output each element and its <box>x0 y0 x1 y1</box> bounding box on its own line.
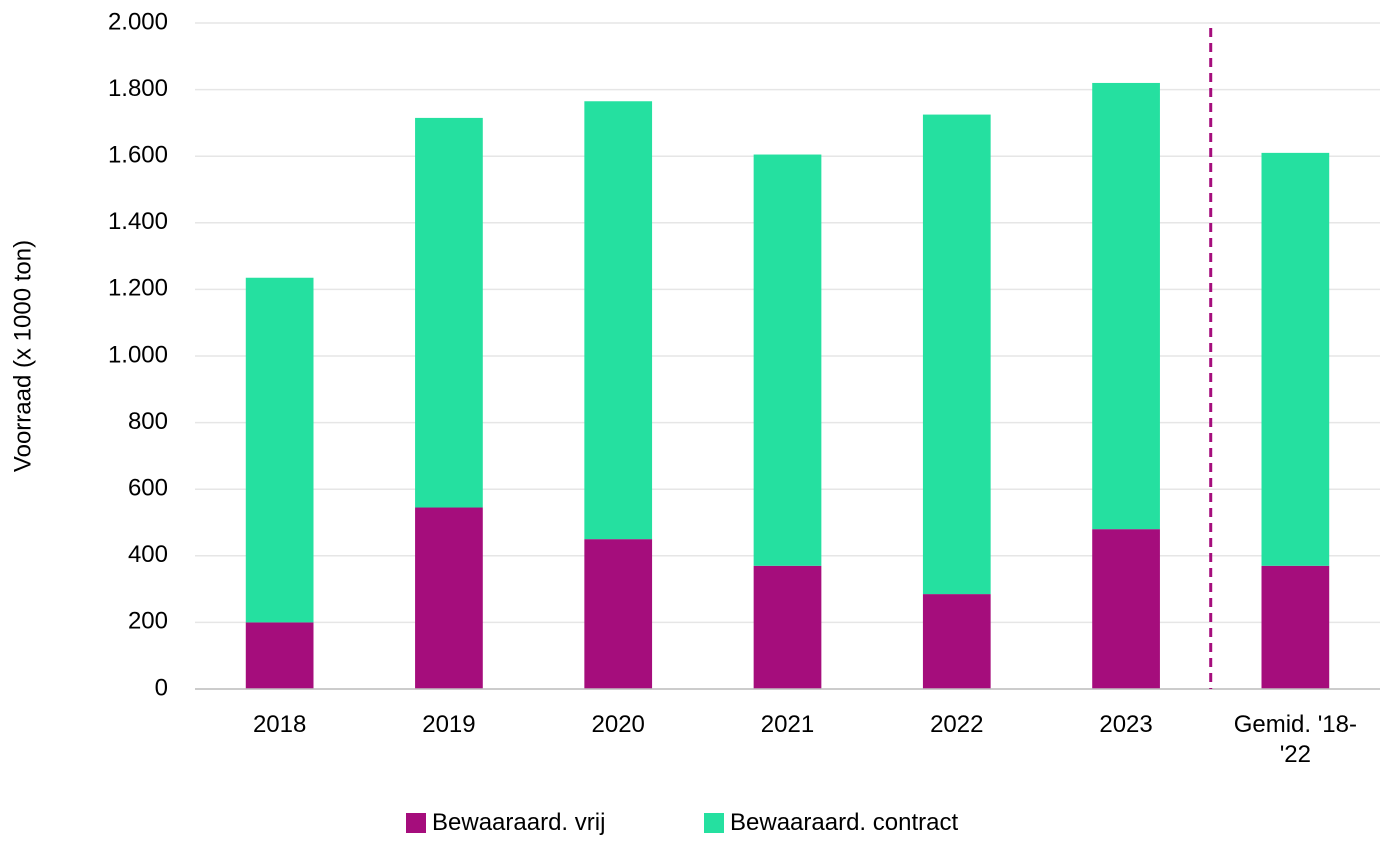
y-tick-label: 600 <box>128 475 168 502</box>
bar-segment <box>415 507 483 689</box>
bar-segment <box>245 277 314 623</box>
bar-segment <box>922 594 991 689</box>
bar-segment <box>415 117 483 508</box>
legend-item: Bewaaraard. contract <box>704 808 958 838</box>
legend-label: Bewaaraard. contract <box>730 809 959 836</box>
legend-label: Bewaaraard. vrij <box>432 809 606 836</box>
y-tick-label: 2.000 <box>108 8 168 35</box>
legend-swatch <box>406 813 426 833</box>
x-tick-label: 2020 <box>591 711 645 738</box>
y-tick-label: 1.200 <box>108 275 168 302</box>
y-tick-label: 400 <box>128 541 168 568</box>
bar-segment <box>753 154 822 566</box>
bar-segment <box>1261 565 1330 689</box>
bar-segment <box>1092 529 1160 689</box>
y-tick-label: 200 <box>128 608 168 635</box>
bar-segment <box>753 565 822 689</box>
bar-segment <box>584 539 653 689</box>
x-tick-label: 2019 <box>422 711 476 738</box>
y-tick-label: 1.000 <box>108 341 168 368</box>
bar-segment <box>1092 82 1160 530</box>
x-tick-label: 2023 <box>1099 711 1153 738</box>
bar-segment <box>922 114 991 595</box>
x-tick-label: 2018 <box>252 711 307 738</box>
legend-item: Bewaaraard. vrij <box>406 808 605 838</box>
y-tick-label: 1.800 <box>108 75 168 102</box>
x-tick-label: 2022 <box>930 711 984 738</box>
x-tick-label: 2021 <box>760 711 815 738</box>
y-tick-label: 800 <box>128 408 168 435</box>
y-tick-label: 1.400 <box>108 208 168 235</box>
bar-segment <box>1261 152 1330 566</box>
y-axis-title: Voorraad (x 1000 ton) <box>9 240 36 472</box>
y-tick-label: 0 <box>155 674 168 701</box>
y-tick-label: 1.600 <box>108 142 168 169</box>
bar-segment <box>584 101 653 540</box>
legend-swatch <box>704 813 724 833</box>
x-tick-label: Gemid. '18-'22 <box>1233 711 1357 768</box>
bar-segment <box>245 622 314 689</box>
